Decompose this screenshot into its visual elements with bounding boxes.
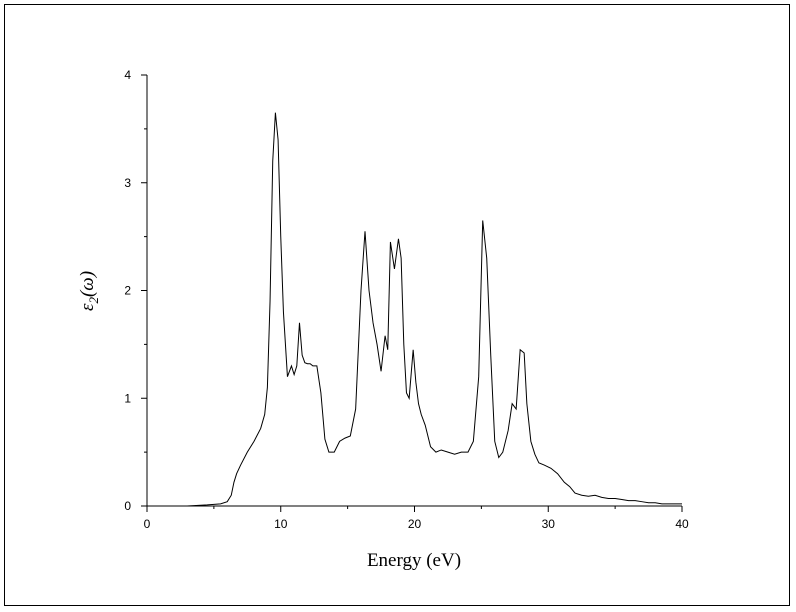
y-tick-label: 0 bbox=[124, 499, 131, 513]
y-tick-label: 4 bbox=[124, 68, 131, 82]
x-tick-label: 20 bbox=[408, 517, 422, 531]
y-axis-label-subscript: 2 bbox=[86, 297, 101, 304]
axis-ticks bbox=[141, 74, 683, 512]
x-tick-label: 40 bbox=[675, 517, 689, 531]
y-axis-label: ε2(ω) bbox=[77, 271, 101, 311]
y-tick-label: 3 bbox=[124, 176, 131, 190]
y-axis-label-symbol: ε bbox=[77, 303, 98, 311]
x-tick-label: 10 bbox=[274, 517, 288, 531]
y-tick-label: 2 bbox=[124, 284, 131, 298]
y-tick-label: 1 bbox=[124, 391, 131, 405]
x-axis-label: Energy (eV) bbox=[367, 550, 461, 571]
y-axis-label-argument: (ω) bbox=[77, 271, 98, 297]
tick-labels: 0 10 20 30 40 0 1 2 3 4 bbox=[124, 68, 689, 531]
x-tick-label: 30 bbox=[542, 517, 556, 531]
series-line bbox=[167, 112, 682, 507]
figure-frame bbox=[4, 4, 790, 606]
x-tick-label: 0 bbox=[144, 517, 151, 531]
axes bbox=[146, 75, 682, 507]
